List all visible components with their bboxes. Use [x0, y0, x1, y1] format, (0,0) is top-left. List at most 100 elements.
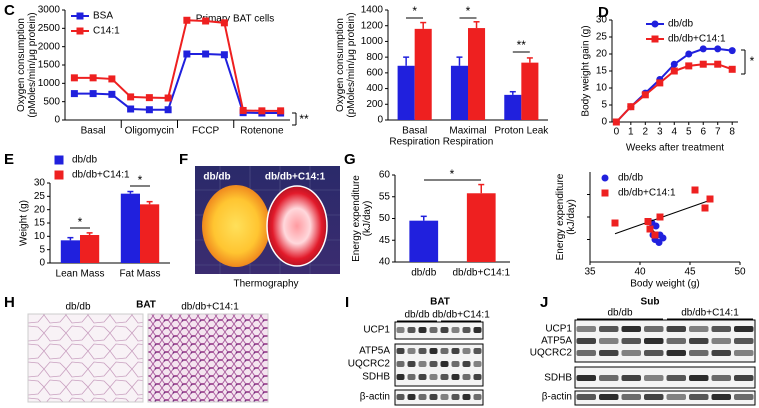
line	[615, 47, 733, 123]
blot-band	[621, 350, 641, 356]
blot-band	[462, 374, 471, 380]
point	[202, 17, 210, 25]
blot-band	[451, 327, 460, 333]
point	[70, 90, 78, 98]
blot-band	[711, 375, 731, 381]
legend-label: BSA	[93, 11, 113, 22]
point	[728, 65, 736, 73]
blot-band	[396, 394, 405, 400]
point	[164, 94, 172, 102]
panel-letter: G	[344, 151, 356, 168]
thermo-caption: Thermography	[233, 279, 298, 290]
blot-band	[407, 394, 416, 400]
y-axis-label: (pMoles/min/μg protein)	[27, 12, 38, 117]
x-tick-label: Basal	[81, 126, 106, 137]
blot-band	[429, 327, 438, 333]
blot-band	[440, 374, 449, 380]
blot-band	[473, 374, 482, 380]
blot-band	[576, 338, 596, 344]
blot-band	[407, 361, 416, 367]
blot-band	[407, 348, 416, 354]
blot-band	[621, 338, 641, 344]
y-axis-label: Oxygen consumption	[335, 18, 346, 112]
y-tick-label: 1200	[361, 20, 384, 31]
legend-marker	[601, 174, 609, 182]
blot-band	[666, 350, 686, 356]
legend-label: C14:1	[93, 26, 120, 37]
blot-band	[462, 348, 471, 354]
x-tick-label: Respiration	[443, 137, 494, 148]
blot-band	[396, 327, 405, 333]
x-tick-label: 7	[715, 127, 721, 138]
blot-row-label: ATP5A	[359, 346, 390, 357]
y-tick-label: 800	[366, 52, 383, 63]
blot-band	[599, 326, 619, 332]
blot-band	[689, 338, 709, 344]
point	[706, 195, 714, 203]
x-tick-label: Respiration	[389, 137, 440, 148]
point	[127, 105, 135, 113]
bar	[60, 240, 80, 263]
point	[70, 74, 78, 82]
blot-band	[734, 394, 754, 400]
significance-label: *	[412, 4, 417, 18]
bar	[414, 28, 432, 120]
y-tick-label: 3000	[38, 5, 61, 16]
y-tick-label: 1400	[361, 5, 384, 16]
blot-band	[666, 375, 686, 381]
legend-label: db/db	[668, 19, 693, 30]
x-tick-label: 1	[628, 127, 634, 138]
blot-frame	[574, 366, 756, 389]
blot-band	[451, 394, 460, 400]
y-tick-label: 30	[34, 178, 46, 189]
y-axis-label: Weight (g)	[19, 200, 30, 246]
point	[656, 213, 664, 221]
blot-band	[473, 327, 482, 333]
x-tick-label: Lean Mass	[56, 269, 105, 280]
point	[699, 45, 707, 53]
blot-band	[644, 375, 664, 381]
blot-row-label: UCP1	[545, 324, 572, 335]
legend-label: db/db	[618, 173, 643, 184]
blot-band	[440, 327, 449, 333]
blot-title: BAT	[430, 297, 450, 308]
x-tick-label: 35	[584, 267, 596, 278]
panel-letter: H	[4, 294, 15, 311]
blot-band	[734, 326, 754, 332]
point	[108, 90, 116, 98]
legend-marker	[601, 189, 609, 197]
panel-letter: D	[598, 4, 609, 21]
bar	[466, 193, 496, 262]
legend-marker	[651, 20, 659, 28]
y-tick-label: 600	[366, 67, 383, 78]
point	[183, 50, 191, 58]
bar	[120, 193, 140, 263]
bar	[140, 204, 160, 263]
point	[627, 103, 635, 111]
histology-title: BAT	[136, 300, 156, 311]
legend-label: db/db	[72, 155, 97, 166]
blot-band	[599, 350, 619, 356]
significance-label: **	[299, 112, 309, 126]
blot-band	[418, 361, 427, 367]
point	[646, 225, 654, 233]
blot-band	[440, 361, 449, 367]
blot-band	[711, 326, 731, 332]
y-tick-label: 50	[379, 213, 391, 224]
significance-label: *	[78, 215, 83, 229]
blot-band	[462, 361, 471, 367]
point	[641, 91, 649, 99]
blot-band	[462, 327, 471, 333]
point	[728, 47, 736, 55]
blot-band	[429, 374, 438, 380]
blot-band	[689, 375, 709, 381]
legend-marker	[76, 27, 84, 35]
blot-band	[621, 326, 641, 332]
blot-band	[440, 394, 449, 400]
point	[202, 50, 210, 58]
blot-band	[599, 394, 619, 400]
blot-band	[440, 348, 449, 354]
blot-band	[451, 361, 460, 367]
blot-band	[711, 338, 731, 344]
